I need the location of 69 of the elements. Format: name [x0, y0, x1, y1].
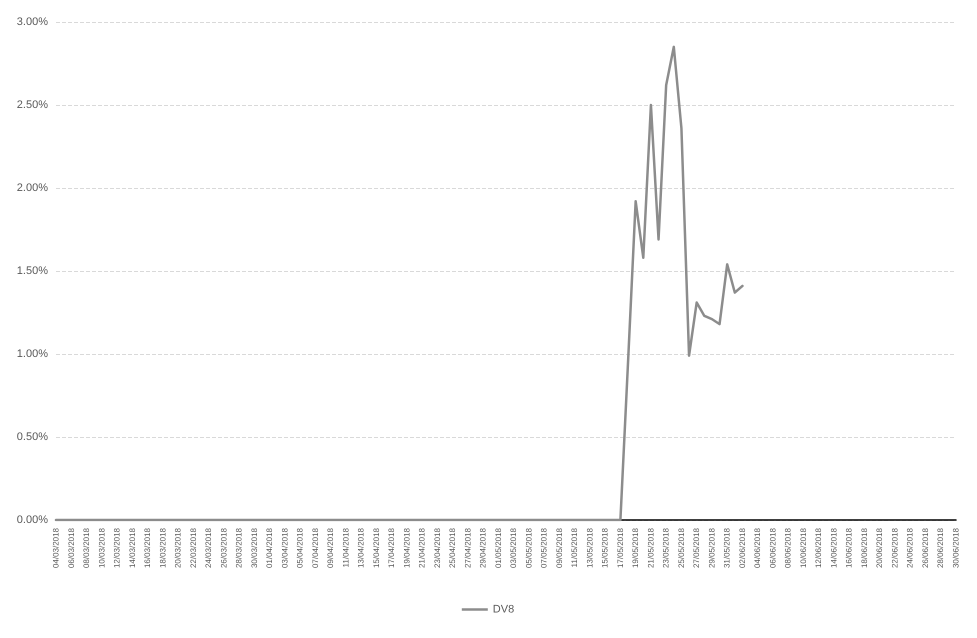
x-tick-label: 01/04/2018: [265, 527, 274, 568]
x-tick-label: 14/03/2018: [128, 527, 137, 568]
x-tick-label: 13/04/2018: [356, 527, 366, 568]
x-tick-label: 16/03/2018: [143, 527, 152, 568]
y-tick-label: 1.00%: [16, 348, 48, 360]
y-tick-label: 0.50%: [16, 431, 48, 443]
x-tick-label: 17/04/2018: [387, 527, 396, 568]
x-tick-label: 08/06/2018: [784, 527, 793, 568]
x-tick-label: 22/03/2018: [188, 527, 198, 568]
x-tick-label: 06/06/2018: [768, 527, 778, 568]
x-tick-label: 01/05/2018: [494, 527, 503, 568]
x-tick-label: 23/05/2018: [662, 527, 671, 568]
x-tick-label: 23/04/2018: [432, 527, 442, 568]
x-tick-label: 28/03/2018: [234, 527, 244, 568]
x-tick-label: 19/05/2018: [631, 527, 640, 568]
line-series: [54, 46, 744, 522]
x-tick-label: 30/03/2018: [250, 527, 259, 568]
x-tick-label: 19/04/2018: [402, 527, 412, 568]
x-tick-label: 30/06/2018: [952, 527, 960, 568]
x-tick-label: 04/03/2018: [52, 527, 60, 568]
x-tick-label: 27/04/2018: [463, 527, 472, 568]
x-tick-label: 28/06/2018: [936, 527, 946, 568]
x-tick-label: 25/04/2018: [448, 527, 458, 568]
x-tick-label: 13/05/2018: [585, 527, 594, 568]
x-tick-label: 09/04/2018: [326, 527, 336, 568]
x-tick-label: 17/05/2018: [616, 527, 625, 568]
x-tick-label: 12/03/2018: [112, 527, 122, 568]
x-tick-label: 16/06/2018: [844, 527, 854, 568]
x-tick-label: 14/06/2018: [829, 527, 838, 568]
x-tick-label: 05/04/2018: [296, 527, 305, 568]
x-tick-label: 07/04/2018: [310, 527, 320, 568]
x-tick-label: 25/05/2018: [676, 527, 686, 568]
x-tick-label: 26/06/2018: [920, 527, 930, 568]
x-tick-label: 21/05/2018: [646, 527, 656, 568]
x-tick-label: 26/03/2018: [219, 527, 228, 568]
x-tick-label: 18/06/2018: [860, 527, 869, 568]
legend-label: DV8: [492, 604, 514, 616]
x-tick-label: 20/06/2018: [875, 527, 884, 568]
y-tick-label: 3.00%: [16, 16, 48, 28]
x-tick-label: 08/03/2018: [82, 527, 92, 568]
x-tick-label: 29/04/2018: [478, 527, 488, 568]
x-tick-label: 03/04/2018: [280, 527, 290, 568]
x-tick-label: 27/05/2018: [692, 527, 702, 568]
x-tick-label: 15/04/2018: [372, 527, 381, 568]
x-tick-label: 15/05/2018: [600, 527, 610, 568]
x-tick-label: 31/05/2018: [722, 527, 732, 568]
y-tick-label: 0.00%: [16, 514, 48, 526]
y-tick-label: 1.50%: [16, 265, 48, 277]
x-tick-label: 20/03/2018: [174, 527, 183, 568]
x-tick-label: 22/06/2018: [890, 527, 900, 568]
x-tick-label: 04/06/2018: [753, 527, 762, 568]
x-tick-label: 21/04/2018: [418, 527, 427, 568]
y-tick-label: 2.00%: [16, 182, 48, 194]
x-tick-label: 10/03/2018: [97, 527, 106, 568]
x-tick-label: 05/05/2018: [524, 527, 534, 568]
x-tick-label: 12/06/2018: [814, 527, 824, 568]
x-tick-label: 11/04/2018: [341, 527, 350, 568]
y-tick-label: 2.50%: [16, 99, 48, 111]
x-tick-label: 03/05/2018: [509, 527, 518, 568]
x-tick-label: 24/03/2018: [204, 527, 214, 568]
x-tick-label: 18/03/2018: [158, 527, 168, 568]
x-tick-label: 24/06/2018: [906, 527, 915, 568]
x-tick-label: 07/05/2018: [540, 527, 549, 568]
x-tick-label: 29/05/2018: [707, 527, 716, 568]
x-tick-label: 10/06/2018: [798, 527, 808, 568]
x-tick-label: 11/05/2018: [570, 527, 580, 568]
x-tick-label: 09/05/2018: [554, 527, 564, 568]
x-tick-label: 06/03/2018: [66, 527, 76, 568]
x-tick-label: 02/06/2018: [738, 527, 747, 568]
